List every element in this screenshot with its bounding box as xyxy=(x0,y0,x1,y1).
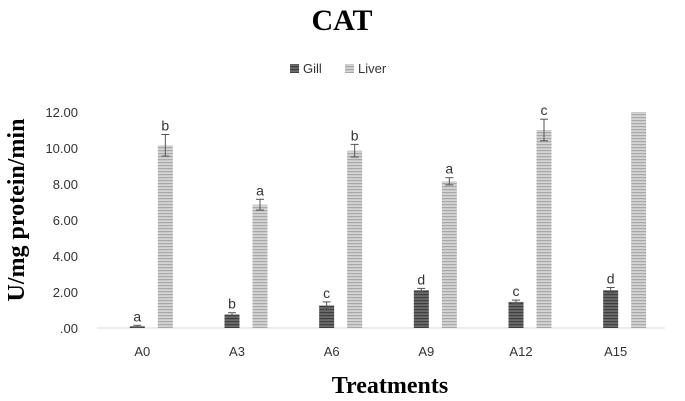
bar-liver-a6 xyxy=(347,150,363,328)
y-tick-label: 10.00 xyxy=(45,141,78,156)
significance-letter: b xyxy=(351,127,359,143)
significance-letter: d xyxy=(607,271,615,287)
y-axis-title: U/mg protein/min xyxy=(4,119,30,302)
x-tick-label: A0 xyxy=(134,344,150,359)
bars: a b b a c b d a c c d xyxy=(129,102,647,328)
significance-letter: c xyxy=(323,285,330,301)
x-tick-label: A6 xyxy=(324,344,340,359)
bar-gill-a15 xyxy=(603,290,619,328)
significance-letter: c xyxy=(541,102,548,118)
bar-gill-a12 xyxy=(508,301,524,328)
x-tick-label: A12 xyxy=(509,344,532,359)
legend-label-liver: Liver xyxy=(358,61,387,76)
y-tick-label: 4.00 xyxy=(53,249,78,264)
x-tick-label: A3 xyxy=(229,344,245,359)
chart-title: CAT xyxy=(311,4,372,37)
significance-letter: b xyxy=(161,118,169,134)
x-tick-label: A9 xyxy=(418,344,434,359)
bar-gill-a9 xyxy=(413,290,429,328)
significance-letter: a xyxy=(445,161,453,177)
significance-letter: a xyxy=(133,308,141,324)
legend: Gill Liver xyxy=(290,61,387,76)
significance-letter: c xyxy=(513,283,520,299)
significance-letter: a xyxy=(256,182,264,198)
y-tick-label: 8.00 xyxy=(53,177,78,192)
y-tick-label: 12.00 xyxy=(45,105,78,120)
y-tick-label: .00 xyxy=(60,321,78,336)
y-tick-label: 6.00 xyxy=(53,213,78,228)
x-tick-label: A15 xyxy=(604,344,627,359)
y-axis: .00 2.00 4.00 6.00 8.00 10.00 12.00 xyxy=(45,105,78,336)
bar-liver-a9 xyxy=(441,181,457,328)
y-tick-label: 2.00 xyxy=(53,285,78,300)
x-axis: A0 A3 A6 A9 A12 A15 xyxy=(134,344,627,359)
legend-swatch-gill xyxy=(290,64,299,73)
significance-letter: b xyxy=(228,296,236,312)
bar-gill-a6 xyxy=(319,305,335,328)
x-axis-title: Treatments xyxy=(332,373,448,399)
legend-swatch-liver xyxy=(345,64,354,73)
bar-liver-a3 xyxy=(252,204,268,328)
bar-liver-a0 xyxy=(157,145,173,328)
bar-gill-a3 xyxy=(224,314,240,328)
legend-label-gill: Gill xyxy=(303,61,322,76)
significance-letter: d xyxy=(417,271,425,287)
bar-liver-a12 xyxy=(536,130,552,328)
bar-liver-a15 xyxy=(631,112,647,328)
